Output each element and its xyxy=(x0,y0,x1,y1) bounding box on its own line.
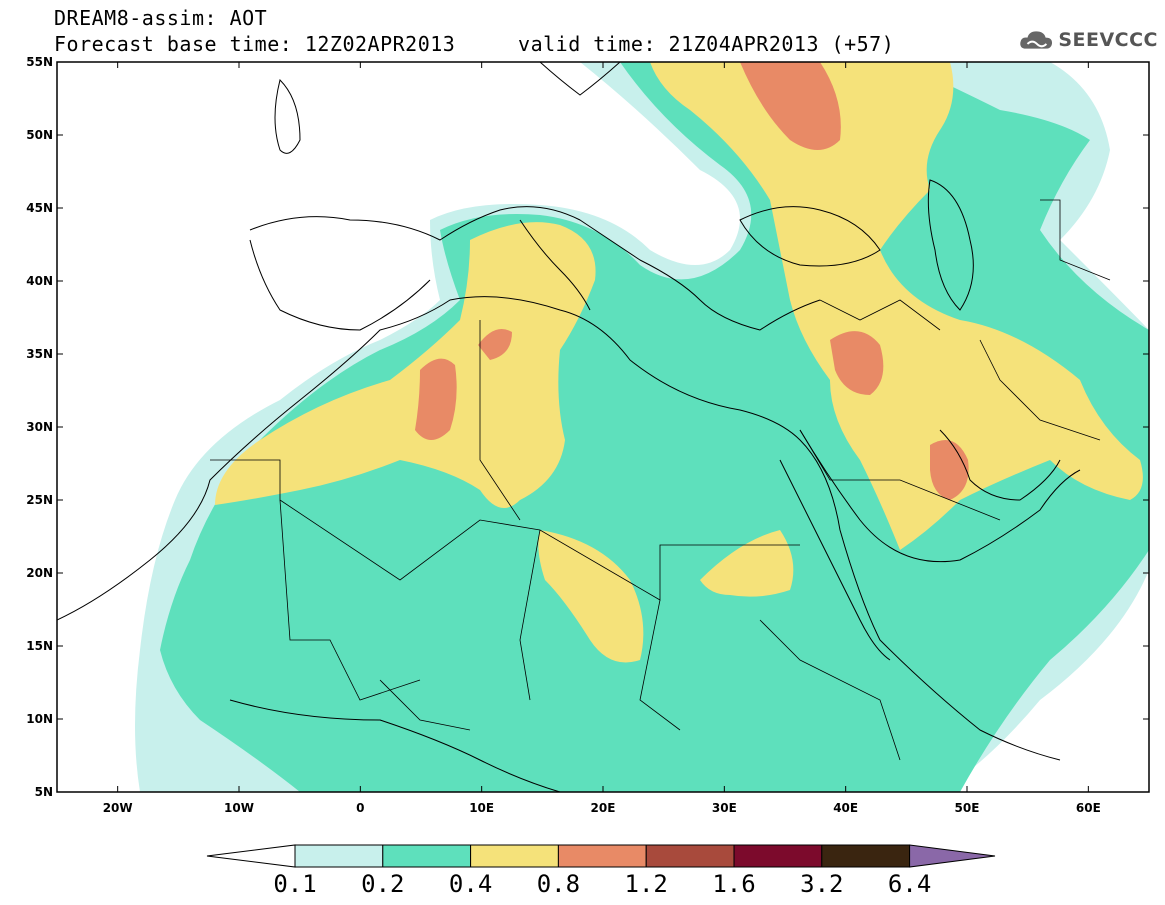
colorbar-swatch xyxy=(645,844,735,868)
aot-level-0.4-east xyxy=(650,62,1143,550)
lat-label: 10N xyxy=(26,712,53,726)
lat-label: 15N xyxy=(26,639,53,653)
valid-time: valid time: 21Z04APR2013 (+57) xyxy=(518,32,895,56)
longitude-axis: 20W 10W 0 10E 20E 30E 40E 50E 60E xyxy=(103,62,1101,815)
colorbar-label: 0.1 xyxy=(273,870,317,898)
lat-label: 5N xyxy=(35,785,53,799)
lon-label: 10W xyxy=(224,801,254,815)
colorbar-over-arrow xyxy=(909,844,996,868)
aot-field xyxy=(135,62,1149,792)
colorbar-label: 6.4 xyxy=(887,870,932,898)
colorbar-under-arrow xyxy=(206,844,296,868)
aot-level-0.8-ukraine xyxy=(740,62,841,150)
seevccc-logo: SEEVCCC xyxy=(1018,24,1158,56)
lat-label: 45N xyxy=(26,201,53,215)
lat-label: 35N xyxy=(26,347,53,361)
colorbar-label: 1.2 xyxy=(624,870,668,898)
colorbar-label: 0.8 xyxy=(536,870,581,898)
map-title: DREAM8-assim: AOT xyxy=(54,6,268,30)
lat-label: 30N xyxy=(26,420,53,434)
colorbar xyxy=(206,844,996,868)
colorbar-label: 3.2 xyxy=(800,870,844,898)
coast-europe xyxy=(249,206,821,331)
lon-label: 0 xyxy=(356,801,364,815)
coast-iberia xyxy=(249,239,431,331)
coast-scandinavia xyxy=(539,62,621,96)
coast-arabia xyxy=(799,429,1081,563)
coast-blacksea xyxy=(739,206,881,267)
coast-africa-south xyxy=(229,699,561,792)
base-time: Forecast base time: 12Z02APR2013 xyxy=(54,32,456,56)
lon-label: 60E xyxy=(1076,801,1101,815)
coast-italy xyxy=(519,219,591,311)
coast-caspian xyxy=(927,179,974,311)
colorbar-label: 0.2 xyxy=(361,870,405,898)
latitude-axis: 55N 50N 45N 40N 35N 30N 25N 20N 15N 10N 5N xyxy=(26,55,1149,799)
lon-label: 20W xyxy=(103,801,133,815)
lat-label: 25N xyxy=(26,493,53,507)
colorbar-label: 1.6 xyxy=(712,870,756,898)
lat-label: 55N xyxy=(26,55,53,69)
aot-level-0.4-west xyxy=(215,222,596,508)
cloud-icon xyxy=(1020,31,1053,49)
coast-redsea xyxy=(779,459,891,661)
lat-label: 20N xyxy=(26,566,53,580)
country-borders xyxy=(210,199,1111,761)
lon-label: 30E xyxy=(712,801,737,815)
colorbar-swatch xyxy=(821,844,911,868)
coast-africa-west xyxy=(57,296,1061,761)
colorbar-swatch xyxy=(733,844,823,868)
colorbar-swatch xyxy=(557,844,647,868)
coast-gulf xyxy=(939,429,1061,501)
colorbar-swatch xyxy=(294,844,384,868)
colorbar-swatch xyxy=(470,844,559,868)
aot-level-0.8-iraq xyxy=(830,331,884,395)
aot-level-0.8-tunisia xyxy=(478,328,512,360)
forecast-times: Forecast base time: 12Z02APR2013 valid t… xyxy=(54,32,894,56)
aot-level-0.4-chad xyxy=(538,530,644,663)
coast-britain xyxy=(274,79,301,154)
coastlines xyxy=(57,62,1081,792)
aot-level-0.2 xyxy=(160,62,1149,792)
lat-label: 40N xyxy=(26,274,53,288)
lon-label: 50E xyxy=(955,801,980,815)
aot-level-0.4-sudan xyxy=(700,530,794,597)
logo-text: SEEVCCC xyxy=(1058,29,1158,51)
colorbar-label: 0.4 xyxy=(448,870,493,898)
colorbar-swatch xyxy=(382,844,472,868)
lon-label: 20E xyxy=(591,801,616,815)
lat-label: 50N xyxy=(26,128,53,142)
aot-level-0.8-algeria xyxy=(415,358,457,440)
lon-label: 40E xyxy=(833,801,858,815)
lon-label: 10E xyxy=(469,801,494,815)
